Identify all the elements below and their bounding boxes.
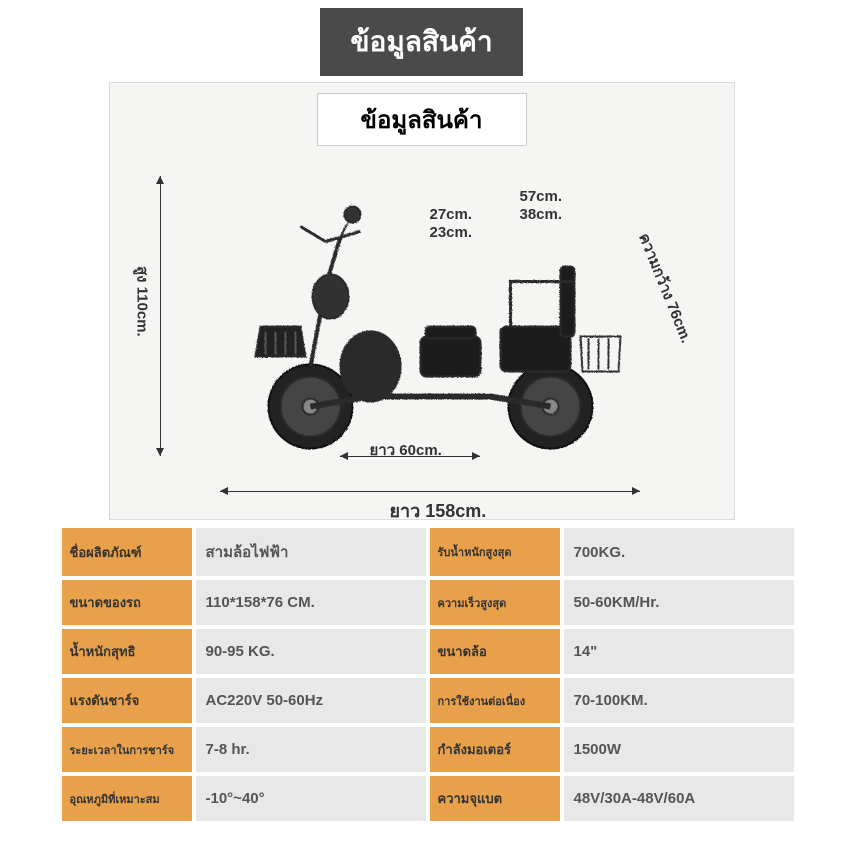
diagram-title: ข้อมูลสินค้า [317, 93, 527, 146]
spec-value: 48V/30A-48V/60A [564, 776, 794, 821]
vehicle-illustration [230, 186, 630, 466]
spec-value: 90-95 KG. [196, 629, 426, 674]
dim-total-length-label: ยาว 158cm. [390, 496, 487, 525]
spec-label: รับน้ำหนักสูงสุด [430, 528, 560, 576]
spec-label: กำลังมอเตอร์ [430, 727, 560, 772]
spec-value: 50-60KM/Hr. [564, 580, 794, 625]
spec-label: ความเร็วสูงสุด [430, 580, 560, 625]
spec-value: 110*158*76 CM. [196, 580, 426, 625]
dim-total-length-arrow [220, 491, 640, 492]
spec-value: AC220V 50-60Hz [196, 678, 426, 723]
spec-label: ขนาดของรถ [62, 580, 192, 625]
spec-value: สามล้อไฟฟ้า [196, 528, 426, 576]
spec-label: น้ำหนักสุทธิ [62, 629, 192, 674]
spec-value: 7-8 hr. [196, 727, 426, 772]
spec-label: ขนาดล้อ [430, 629, 560, 674]
dim-width-label: ความกว้าง 76cm. [632, 229, 698, 346]
diagram-container: ข้อมูลสินค้า สูง 110cm. ความกว้าง 76cm. … [109, 82, 735, 520]
spec-value: 1500W [564, 727, 794, 772]
spec-label: อุณหภูมิที่เหมาะสม [62, 776, 192, 821]
page-title: ข้อมูลสินค้า [320, 8, 522, 76]
spec-label: ความจุแบต [430, 776, 560, 821]
spec-label: ระยะเวลาในการชาร์จ [62, 727, 192, 772]
spec-label: แรงดันชาร์จ [62, 678, 192, 723]
spec-label: การใช้งานต่อเนื่อง [430, 678, 560, 723]
spec-value: 70-100KM. [564, 678, 794, 723]
dim-height-arrow [160, 176, 161, 456]
diagram-area: สูง 110cm. ความกว้าง 76cm. 27cm. 23cm. 5… [110, 146, 734, 526]
dim-height-label: สูง 110cm. [130, 266, 154, 337]
spec-label: ชื่อผลิตภัณฑ์ [62, 528, 192, 576]
spec-value: 14" [564, 629, 794, 674]
spec-value: 700KG. [564, 528, 794, 576]
spec-table: ชื่อผลิตภัณฑ์ สามล้อไฟฟ้า รับน้ำหนักสูงส… [62, 528, 782, 821]
spec-value: -10°~40° [196, 776, 426, 821]
dim-inner-length-label: ยาว 60cm. [370, 438, 442, 462]
